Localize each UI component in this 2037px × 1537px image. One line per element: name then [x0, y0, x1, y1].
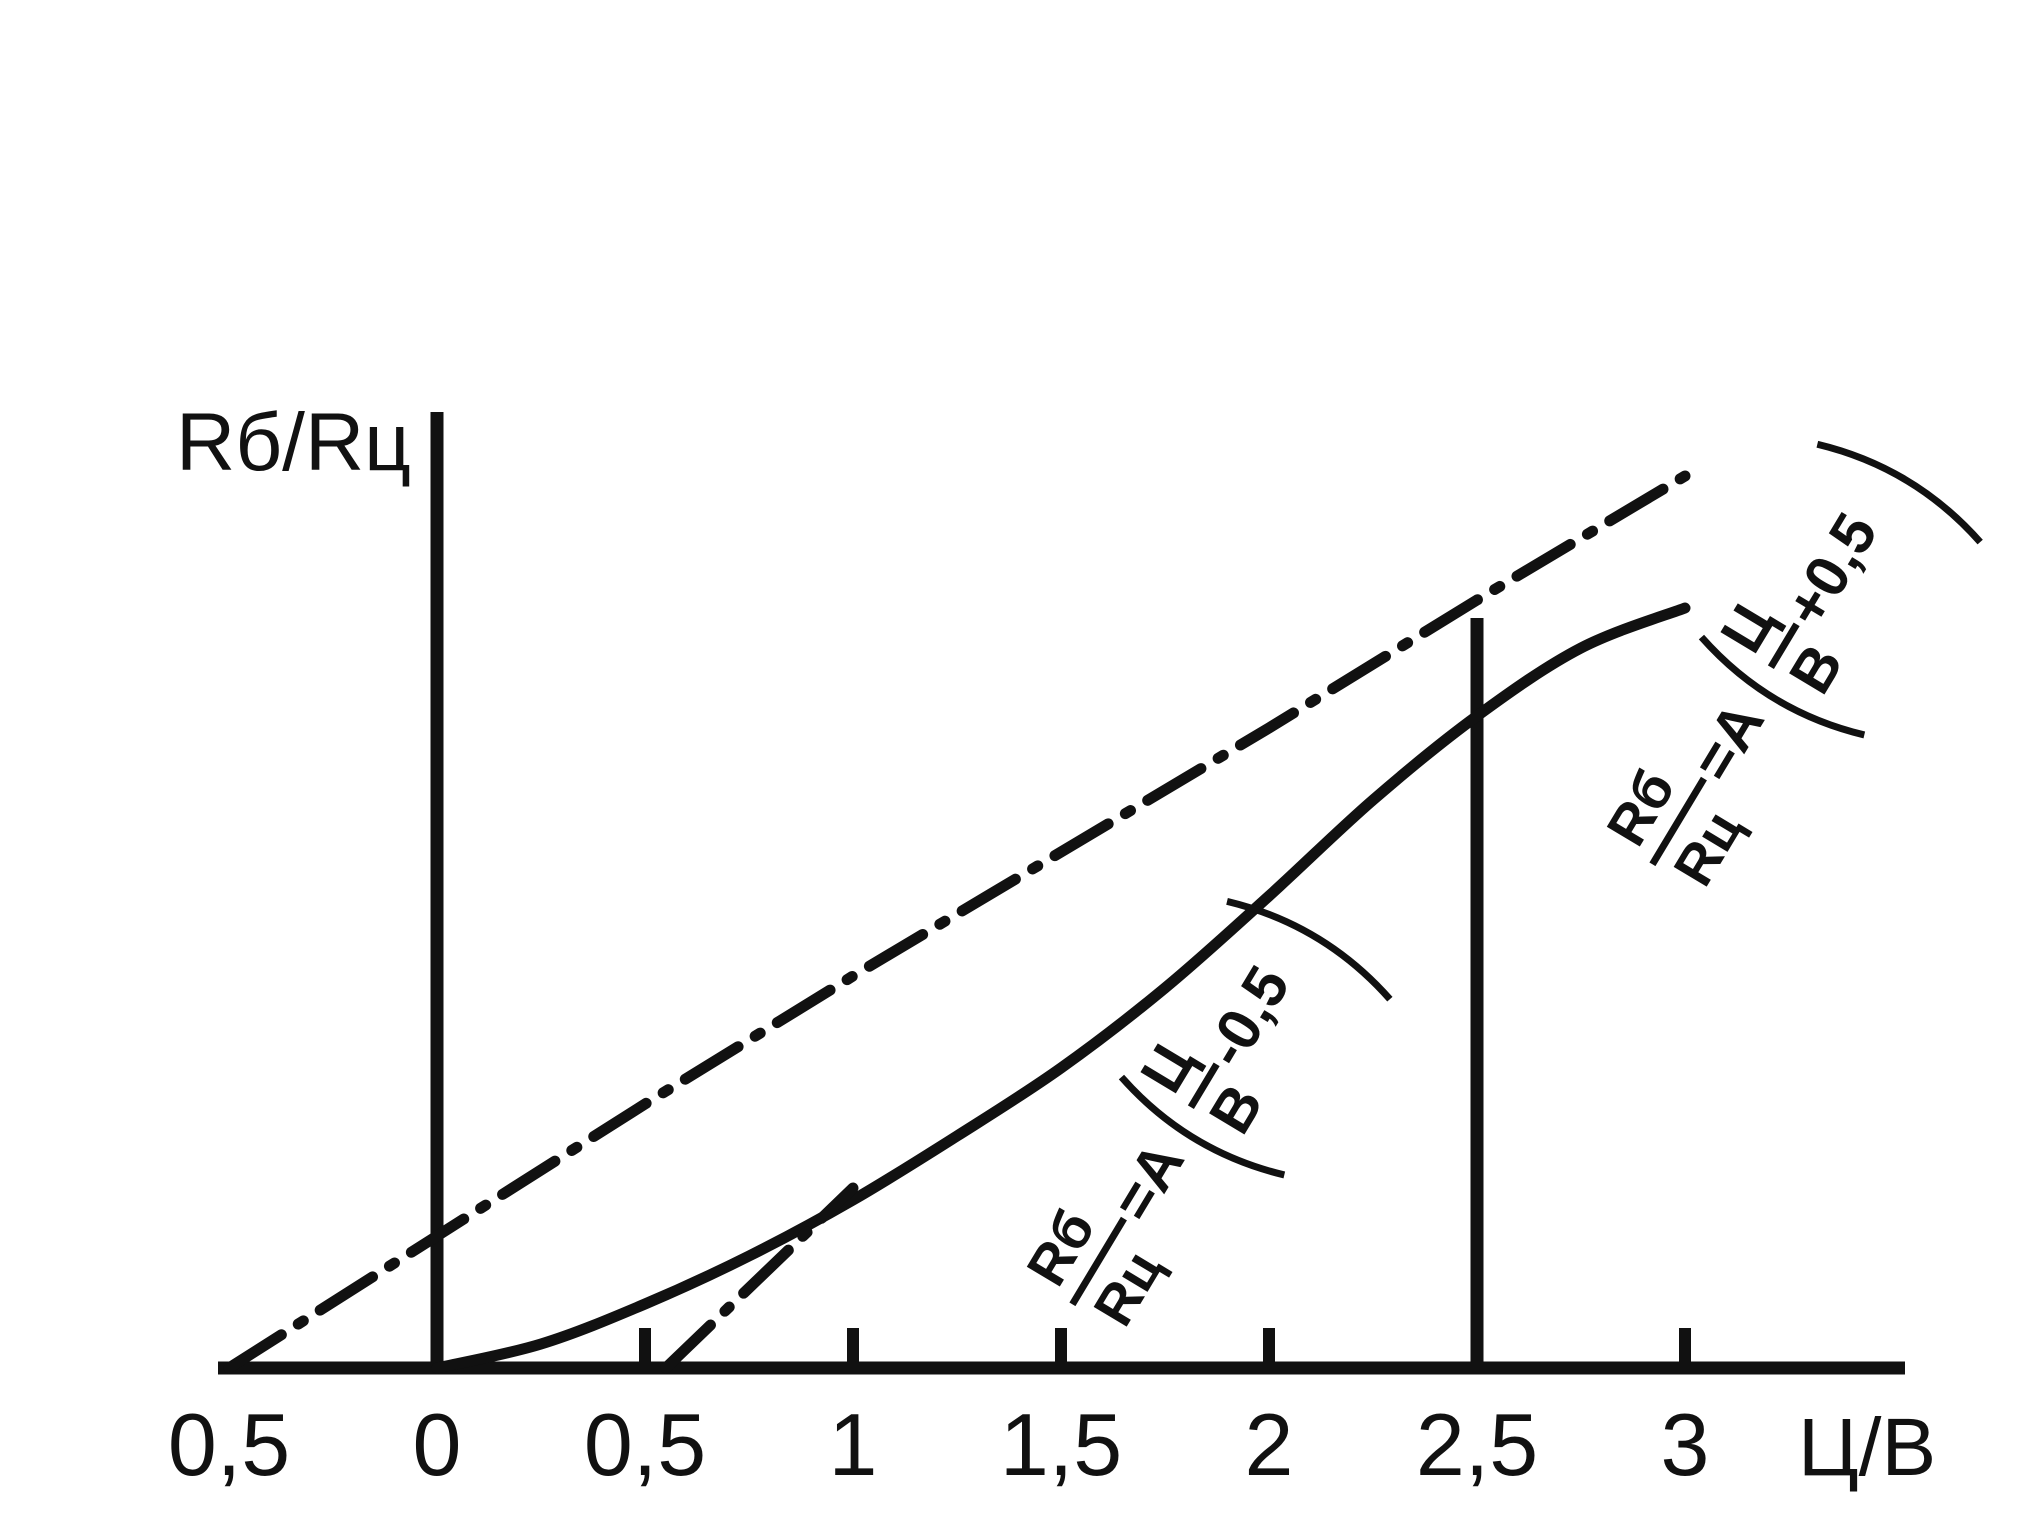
series-solid-curve: [431, 602, 1691, 1374]
y-axis-label: Rб/Rц: [176, 397, 411, 488]
formula-dashdot-den: Rц: [1661, 799, 1754, 896]
x-tick-label: 0: [413, 1395, 462, 1494]
series-dashdot-line-1: [223, 470, 1691, 1374]
x-tick-labels: 0,5 0 0,5 1 1,5 2 2,5 3: [168, 1395, 1710, 1494]
x-tick-label: 0,5: [584, 1395, 706, 1494]
formula-solid-inner-bar: [1187, 1062, 1220, 1109]
x-tick-label: 0,5: [168, 1395, 290, 1494]
formula-solid-left-paren: [1118, 1074, 1286, 1179]
x-tick-label: 3: [1661, 1395, 1710, 1494]
x-ticks: [639, 1328, 1691, 1368]
formula-dashdot-rest: +0,5: [1772, 502, 1890, 638]
series-layer: [223, 470, 1691, 1374]
formula-solid-den: Rц: [1081, 1239, 1174, 1336]
x-tick-label: 2,5: [1416, 1395, 1538, 1494]
formula-dashdot-fraction-bar: [1649, 776, 1707, 867]
formula-dashdot-inner-bar: [1767, 622, 1800, 669]
x-tick-label: 1,5: [1000, 1395, 1122, 1494]
formula-solid-fraction-bar: [1069, 1216, 1127, 1307]
x-axis-label: Ц/В: [1798, 1402, 1936, 1493]
formula-solid-num: Rб: [1014, 1199, 1107, 1296]
formula-dashdot-num: Rб: [1594, 759, 1687, 856]
formula-solid-eq: =A: [1099, 1131, 1197, 1233]
formula-dashdot-left-paren: [1698, 634, 1866, 739]
formula-solid-right-paren: [1226, 897, 1393, 1002]
formula-dashdot-line: Rб Rц =A Ц В +0,5: [1594, 440, 1983, 896]
formula-solid-rest: -0,5: [1192, 955, 1303, 1078]
series-dashdot-line-2: [660, 1182, 859, 1374]
x-tick-label: 2: [1245, 1395, 1294, 1494]
formula-dashdot-eq: =A: [1679, 691, 1777, 793]
x-tick-label: 1: [829, 1395, 878, 1494]
formula-dashdot-right-paren: [1816, 440, 1983, 545]
